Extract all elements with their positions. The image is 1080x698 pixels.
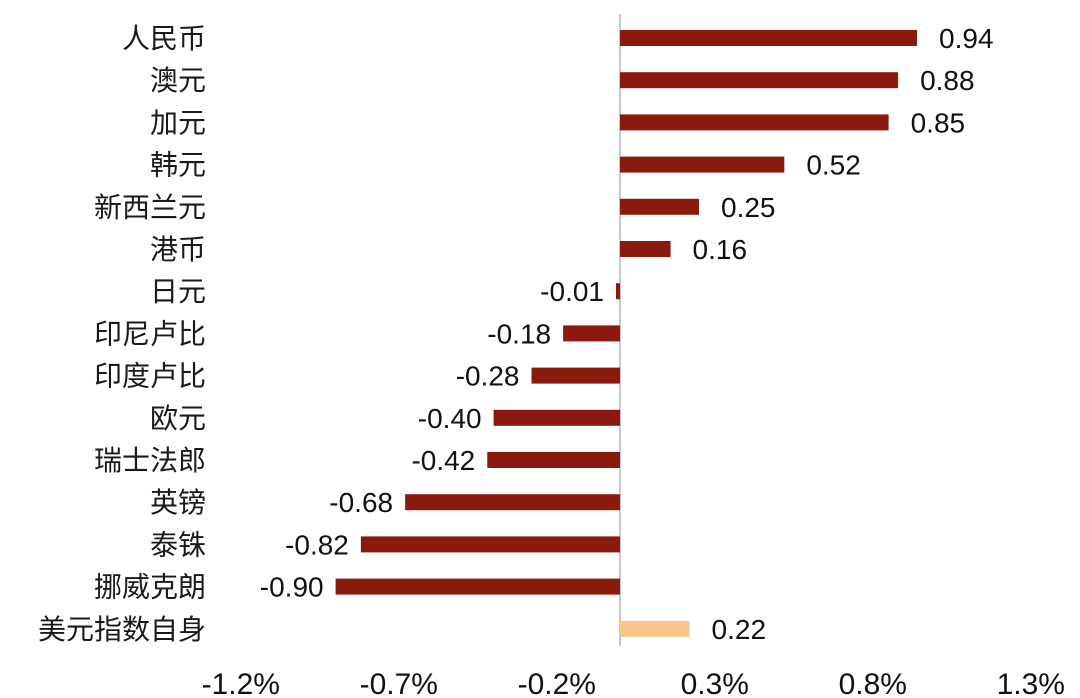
x-tick-label: -0.7% xyxy=(360,668,438,698)
value-label: 0.25 xyxy=(721,192,776,223)
category-label: 澳元 xyxy=(150,64,206,97)
value-label: 0.94 xyxy=(939,23,994,54)
bar xyxy=(620,198,699,215)
value-label: -0.68 xyxy=(329,487,393,518)
bar xyxy=(360,536,620,553)
x-tick-label: 1.3% xyxy=(997,668,1065,698)
category-label: 印尼卢比 xyxy=(94,317,206,350)
category-label: 英镑 xyxy=(150,486,206,519)
category-label: 泰铢 xyxy=(150,528,206,561)
bar xyxy=(616,283,620,300)
x-tick-label: 0.3% xyxy=(681,668,749,698)
value-label: 0.16 xyxy=(693,234,748,265)
category-label: 加元 xyxy=(150,106,206,139)
value-label: -0.42 xyxy=(411,445,475,476)
category-label: 日元 xyxy=(150,275,206,308)
bar xyxy=(620,114,889,131)
value-label: -0.28 xyxy=(456,361,520,392)
bar xyxy=(620,72,899,89)
value-label: 0.85 xyxy=(911,107,966,138)
value-label: -0.01 xyxy=(540,276,604,307)
category-label: 欧元 xyxy=(150,402,206,435)
x-tick-label: -0.2% xyxy=(518,668,596,698)
x-tick-label: -1.2% xyxy=(202,668,280,698)
value-label: -0.82 xyxy=(285,529,349,560)
category-label: 新西兰元 xyxy=(94,191,206,224)
value-label: -0.90 xyxy=(260,572,324,603)
category-label: 韩元 xyxy=(150,149,206,182)
category-label: 印度卢比 xyxy=(94,360,206,393)
category-label: 港币 xyxy=(150,233,206,266)
value-label: 0.52 xyxy=(806,150,861,181)
bar xyxy=(620,241,671,257)
bar xyxy=(620,30,918,46)
value-label: -0.40 xyxy=(418,403,482,434)
x-tick-label: 0.8% xyxy=(839,668,907,698)
bar xyxy=(405,494,620,511)
category-label: 美元指数自身 xyxy=(38,613,206,646)
bar xyxy=(563,325,620,342)
value-label: 0.88 xyxy=(920,65,975,96)
value-label: -0.18 xyxy=(487,318,551,349)
bar xyxy=(620,156,785,173)
bar xyxy=(493,409,620,426)
category-label: 瑞士法郎 xyxy=(94,444,206,477)
bar xyxy=(335,578,620,595)
bar xyxy=(531,367,620,384)
category-label: 人民币 xyxy=(122,22,206,55)
value-label: 0.22 xyxy=(712,614,767,645)
bar xyxy=(487,452,620,468)
category-label: 挪威克朗 xyxy=(94,571,206,604)
bar xyxy=(620,620,690,637)
